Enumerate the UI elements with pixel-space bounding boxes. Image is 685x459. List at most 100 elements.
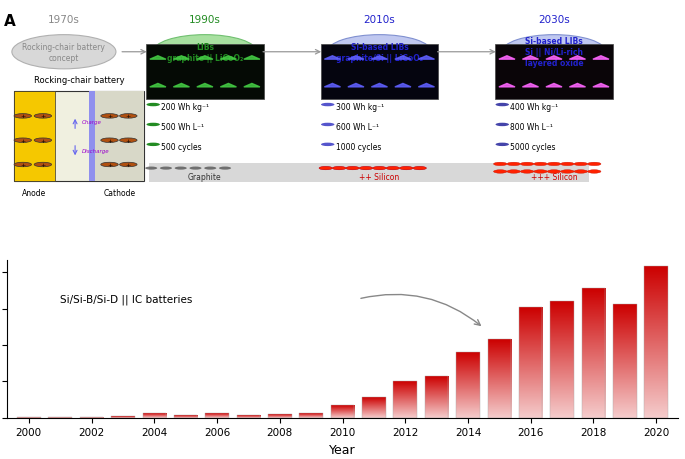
Polygon shape xyxy=(546,56,562,60)
Text: Anode: Anode xyxy=(23,188,47,197)
Text: 600 Wh L⁻¹: 600 Wh L⁻¹ xyxy=(336,123,379,131)
Text: Si-based LIBs
Si || Ni/Li-rich
layered oxide: Si-based LIBs Si || Ni/Li-rich layered o… xyxy=(525,37,583,68)
Polygon shape xyxy=(371,84,388,88)
Text: Si/Si-B/Si-D || IC batteries: Si/Si-B/Si-D || IC batteries xyxy=(60,294,192,305)
Polygon shape xyxy=(569,84,586,88)
Circle shape xyxy=(574,163,588,166)
Bar xyxy=(519,308,543,418)
Circle shape xyxy=(521,163,534,166)
Circle shape xyxy=(588,170,601,174)
Text: +: + xyxy=(20,114,25,119)
Polygon shape xyxy=(244,84,260,88)
Circle shape xyxy=(386,167,399,170)
Bar xyxy=(495,45,612,100)
Bar xyxy=(142,414,166,418)
Bar xyxy=(111,416,135,418)
Text: +: + xyxy=(40,139,45,143)
Circle shape xyxy=(507,170,521,174)
Polygon shape xyxy=(499,84,515,88)
Bar xyxy=(49,417,72,418)
Text: +++ Silicon: +++ Silicon xyxy=(531,173,577,182)
Circle shape xyxy=(219,167,231,170)
Polygon shape xyxy=(348,56,364,60)
Circle shape xyxy=(120,139,137,143)
Polygon shape xyxy=(419,84,434,88)
Polygon shape xyxy=(197,56,213,60)
Polygon shape xyxy=(593,84,609,88)
Bar xyxy=(456,353,480,418)
Circle shape xyxy=(495,143,509,147)
Ellipse shape xyxy=(327,35,432,70)
Polygon shape xyxy=(395,84,411,88)
Bar xyxy=(146,45,264,100)
Circle shape xyxy=(321,104,334,107)
Text: +: + xyxy=(40,162,45,168)
Circle shape xyxy=(147,143,160,147)
Polygon shape xyxy=(221,56,236,60)
Circle shape xyxy=(346,167,359,170)
Text: Si-based LIBs
graphite/Si || LiCoO₂: Si-based LIBs graphite/Si || LiCoO₂ xyxy=(336,43,423,63)
Polygon shape xyxy=(371,56,388,60)
Polygon shape xyxy=(546,84,562,88)
Circle shape xyxy=(534,170,547,174)
Circle shape xyxy=(14,114,32,119)
Text: 400 Wh kg⁻¹: 400 Wh kg⁻¹ xyxy=(510,102,558,112)
Polygon shape xyxy=(523,56,538,60)
Circle shape xyxy=(34,114,51,119)
Circle shape xyxy=(101,139,119,143)
Text: Charge: Charge xyxy=(82,119,101,124)
Circle shape xyxy=(147,123,160,127)
Text: +: + xyxy=(125,114,131,119)
Circle shape xyxy=(101,163,119,168)
Circle shape xyxy=(373,167,386,170)
Bar xyxy=(17,417,40,418)
Polygon shape xyxy=(569,56,586,60)
Text: 2010s: 2010s xyxy=(364,15,395,25)
Bar xyxy=(90,91,95,181)
Polygon shape xyxy=(150,56,166,60)
Circle shape xyxy=(14,139,32,143)
Circle shape xyxy=(560,170,574,174)
Circle shape xyxy=(175,167,187,170)
Circle shape xyxy=(413,167,426,170)
Bar xyxy=(95,91,145,181)
Bar xyxy=(613,304,636,418)
Text: +: + xyxy=(40,114,45,119)
Bar xyxy=(331,406,354,418)
Bar xyxy=(299,413,323,418)
Bar xyxy=(425,377,449,418)
Polygon shape xyxy=(348,84,364,88)
Polygon shape xyxy=(221,84,236,88)
Circle shape xyxy=(493,170,507,174)
Circle shape xyxy=(120,114,137,119)
Text: 5000 cycles: 5000 cycles xyxy=(510,142,556,151)
Circle shape xyxy=(147,104,160,107)
Circle shape xyxy=(507,163,521,166)
Text: +: + xyxy=(107,114,112,119)
Text: LIBs
graphite || LiCoO₂: LIBs graphite || LiCoO₂ xyxy=(166,43,243,63)
Polygon shape xyxy=(173,84,190,88)
Text: 500 Wh L⁻¹: 500 Wh L⁻¹ xyxy=(161,123,204,131)
Circle shape xyxy=(521,170,534,174)
Circle shape xyxy=(321,143,334,147)
Circle shape xyxy=(145,167,158,170)
Circle shape xyxy=(574,170,588,174)
Circle shape xyxy=(547,163,560,166)
Bar xyxy=(14,91,55,181)
Circle shape xyxy=(373,167,386,170)
Text: 1000 cycles: 1000 cycles xyxy=(336,142,381,151)
Polygon shape xyxy=(395,56,411,60)
Circle shape xyxy=(359,167,373,170)
Text: Rocking-chair battery: Rocking-chair battery xyxy=(34,76,124,84)
Bar xyxy=(206,414,229,418)
Circle shape xyxy=(493,163,507,166)
Bar xyxy=(645,267,668,418)
Circle shape xyxy=(560,163,574,166)
Text: 300 Wh kg⁻¹: 300 Wh kg⁻¹ xyxy=(336,102,384,112)
Text: +: + xyxy=(20,139,25,143)
Bar xyxy=(488,339,511,418)
Circle shape xyxy=(319,167,332,170)
Circle shape xyxy=(321,123,334,127)
Bar xyxy=(174,415,197,418)
Bar xyxy=(550,302,574,418)
